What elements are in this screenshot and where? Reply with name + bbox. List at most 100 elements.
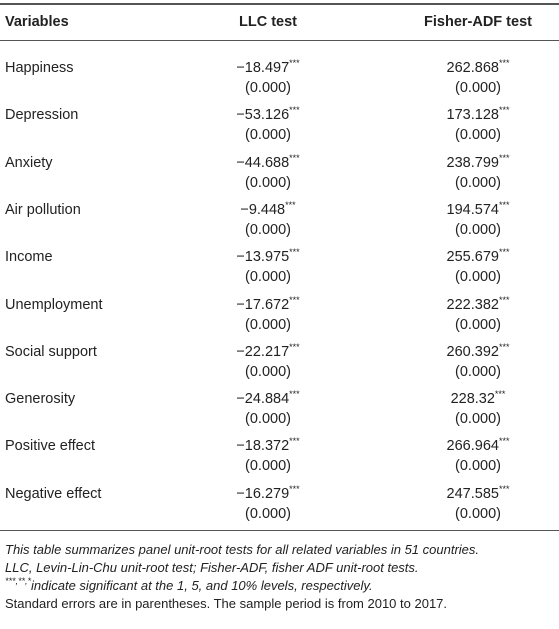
value: 228.32 <box>450 391 495 408</box>
significance: *** <box>289 152 300 163</box>
value: −17.672 <box>236 296 290 313</box>
value-cell: 228.32*** <box>451 389 506 409</box>
variable-name: Anxiety <box>5 154 53 171</box>
variable-name: Happiness <box>5 60 74 76</box>
note-line: This table summarizes panel unit-root te… <box>5 542 479 557</box>
value: 260.392 <box>446 343 499 360</box>
significance: *** <box>498 247 510 258</box>
value: −22.217 <box>236 343 290 360</box>
value-cell: −13.975*** <box>236 247 299 267</box>
significance: *** <box>498 436 510 447</box>
value-cell: −17.672*** <box>236 295 299 315</box>
value: 173.128 <box>446 107 499 124</box>
value-cell: −18.497*** <box>236 58 299 78</box>
significance: ***,**,* <box>5 576 32 586</box>
value: 262.868 <box>446 60 499 76</box>
header-cell: Fisher-ADF test <box>424 14 532 30</box>
note-line: Standard errors are in parentheses. The … <box>5 596 448 611</box>
value: −24.884 <box>236 391 290 408</box>
value: −44.688 <box>236 154 290 171</box>
significance: *** <box>498 294 510 305</box>
value: 222.382 <box>446 296 499 313</box>
value-cell: 194.574*** <box>447 200 510 220</box>
significance: *** <box>498 58 510 68</box>
note-text: indicate significant at the 1, 5, and 10… <box>31 578 373 593</box>
p-value: (0.000) <box>455 505 501 522</box>
note-line: LLC, Levin-Lin-Chu unit-root test; Fishe… <box>5 560 419 575</box>
p-value: (0.000) <box>455 174 501 191</box>
value-cell: 262.868*** <box>447 58 510 78</box>
value: −13.975 <box>236 249 290 266</box>
significance: *** <box>289 58 300 68</box>
p-value: (0.000) <box>245 505 291 522</box>
variable-name: Unemployment <box>5 296 103 313</box>
variable-name: Air pollution <box>5 201 81 218</box>
value-cell: 222.382*** <box>447 295 510 315</box>
value-cell: −24.884*** <box>236 389 299 409</box>
variable-name: Negative effect <box>5 485 102 502</box>
variable-name: Depression <box>5 107 79 124</box>
bottom-rule <box>0 530 559 531</box>
value: 194.574 <box>446 201 499 218</box>
p-value: (0.000) <box>245 269 291 286</box>
value-cell: 238.799*** <box>447 153 510 173</box>
p-value: (0.000) <box>245 411 291 428</box>
significance: *** <box>285 199 296 210</box>
significance: *** <box>494 389 506 400</box>
value: 247.585 <box>446 485 499 502</box>
p-value: (0.000) <box>245 221 291 238</box>
p-value: (0.000) <box>455 316 501 333</box>
value-cell: 266.964*** <box>447 436 510 456</box>
top-rule <box>0 3 559 5</box>
value-cell: −53.126*** <box>236 105 299 125</box>
value-cell: 173.128*** <box>447 105 510 125</box>
p-value: (0.000) <box>245 80 291 96</box>
significance: *** <box>498 199 510 210</box>
p-value: (0.000) <box>455 458 501 475</box>
value: 266.964 <box>446 438 499 455</box>
value-cell: −44.688*** <box>236 153 299 173</box>
p-value: (0.000) <box>245 174 291 191</box>
value-cell: 255.679*** <box>447 247 510 267</box>
significance: *** <box>289 105 300 116</box>
value-cell: −22.217*** <box>236 342 299 362</box>
header-cell: LLC test <box>239 14 297 30</box>
variable-name: Income <box>5 249 53 266</box>
p-value: (0.000) <box>455 411 501 428</box>
value: −18.497 <box>236 60 290 76</box>
significance: *** <box>498 483 510 494</box>
p-value: (0.000) <box>455 127 501 144</box>
significance: *** <box>498 341 510 352</box>
header-cell: Variables <box>5 14 69 30</box>
significance: *** <box>289 247 300 258</box>
significance: *** <box>498 152 510 163</box>
variable-name: Generosity <box>5 391 76 408</box>
significance: *** <box>289 341 300 352</box>
value-cell: −9.448*** <box>240 200 295 220</box>
value-cell: −18.372*** <box>236 436 299 456</box>
significance: *** <box>289 483 300 494</box>
p-value: (0.000) <box>455 363 501 380</box>
value-cell: 247.585*** <box>447 484 510 504</box>
header-rule <box>0 40 559 41</box>
p-value: (0.000) <box>245 316 291 333</box>
value: −16.279 <box>236 485 290 502</box>
variable-name: Positive effect <box>5 438 96 455</box>
value: 238.799 <box>446 154 499 171</box>
p-value: (0.000) <box>245 458 291 475</box>
note-line: ***,**,*indicate significant at the 1, 5… <box>5 577 373 595</box>
value: −53.126 <box>236 107 290 124</box>
p-value: (0.000) <box>455 269 501 286</box>
p-value: (0.000) <box>455 80 501 96</box>
significance: *** <box>289 389 300 400</box>
significance: *** <box>289 294 300 305</box>
significance: *** <box>289 436 300 447</box>
p-value: (0.000) <box>245 127 291 144</box>
significance: *** <box>498 105 510 116</box>
value: −9.448 <box>240 201 286 218</box>
value: −18.372 <box>236 438 290 455</box>
value-cell: 260.392*** <box>447 342 510 362</box>
p-value: (0.000) <box>245 363 291 380</box>
value-cell: −16.279*** <box>236 484 299 504</box>
